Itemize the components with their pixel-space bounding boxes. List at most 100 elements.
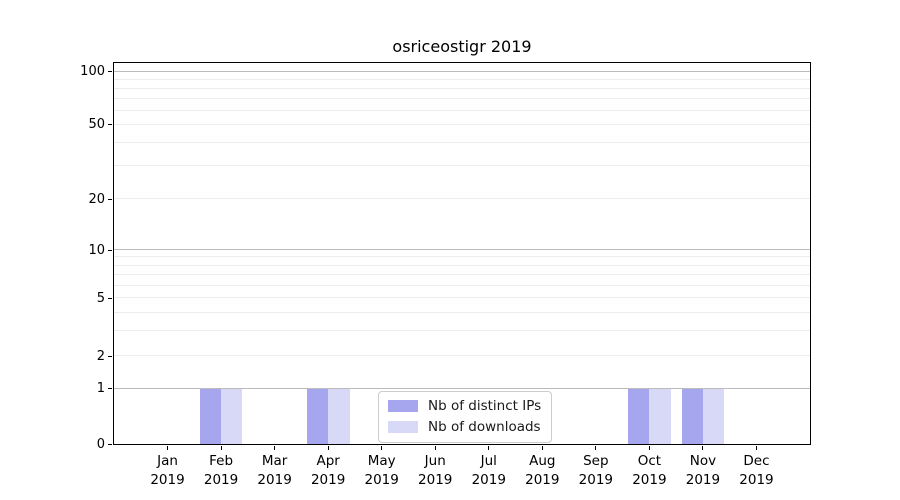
x-tick-month: Jul [480, 453, 497, 469]
x-tick-label: Jul 2019 [457, 452, 521, 490]
x-tick-label: Jun 2019 [403, 452, 467, 490]
legend: Nb of distinct IPs Nb of downloads [378, 391, 553, 443]
y-tick-mark [108, 249, 112, 251]
y-tick-label: 20 [88, 191, 105, 207]
x-tick-mark [595, 446, 597, 450]
legend-row: Nb of distinct IPs [388, 398, 541, 414]
x-tick-label: Aug 2019 [510, 452, 574, 490]
y-tick-mark [108, 443, 112, 445]
y-tick-label: 5 [96, 290, 105, 306]
gridline-y-10 [114, 249, 810, 251]
gridline-y-80 [114, 87, 810, 89]
gridline-y-20 [114, 198, 810, 200]
legend-label: Nb of distinct IPs [428, 398, 542, 414]
x-tick-month: Apr [316, 453, 340, 469]
x-tick-month: Aug [529, 453, 556, 469]
bar-nb-of-distinct-ips-apr [306, 388, 329, 444]
y-tick-label: 50 [88, 117, 105, 133]
legend-swatch-distinct-ips [388, 400, 418, 412]
y-tick-mark [108, 297, 112, 299]
x-tick-year: 2019 [525, 472, 560, 488]
x-tick-year: 2019 [150, 472, 185, 488]
gridline-y-6 [114, 284, 810, 286]
x-tick-mark [755, 446, 757, 450]
x-tick-month: Oct [637, 453, 662, 469]
gridline-y-30 [114, 165, 810, 167]
x-tick-year: 2019 [685, 472, 721, 488]
x-tick-month: Jan [157, 453, 178, 469]
x-tick-label: Mar 2019 [243, 452, 307, 490]
x-tick-label: Oct 2019 [617, 452, 681, 490]
gridline-y-40 [114, 141, 810, 143]
bar-nb-of-distinct-ips-nov [681, 388, 703, 444]
x-tick-month: Dec [743, 453, 770, 469]
x-tick-mark [381, 446, 383, 450]
x-tick-year: 2019 [578, 472, 614, 488]
bar-nb-of-downloads-apr [328, 388, 350, 444]
bar-nb-of-downloads-oct [649, 388, 671, 444]
x-tick-month: Nov [689, 453, 717, 469]
y-tick-mark [108, 388, 112, 390]
y-tick-label: 0 [96, 436, 105, 452]
x-tick-year: 2019 [364, 472, 399, 488]
legend-label: Nb of downloads [428, 419, 541, 435]
x-tick-mark [702, 446, 704, 450]
x-tick-month: Feb [209, 453, 234, 469]
x-tick-label: Dec 2019 [724, 452, 788, 490]
gridline-y-8 [114, 264, 810, 266]
x-tick-year: 2019 [310, 472, 346, 488]
x-tick-label: Sep 2019 [564, 452, 628, 490]
y-tick-label: 2 [96, 348, 105, 364]
gridline-y-100 [114, 70, 810, 72]
plot-area: 0 1 2 5 10 20 50 100 Jan 2019 Feb 2019 Mar 2019 Apr 20… [80, 62, 811, 488]
x-tick-mark [541, 446, 543, 450]
x-tick-year: 2019 [632, 472, 667, 488]
gridline-y-70 [114, 98, 810, 100]
x-tick-year: 2019 [418, 472, 453, 488]
gridline-y-50 [114, 123, 810, 125]
x-tick-mark [274, 446, 276, 450]
gridline-y-3 [114, 329, 810, 331]
x-tick-mark [488, 446, 490, 450]
y-tick-mark [108, 355, 112, 357]
x-tick-label: May 2019 [350, 452, 414, 490]
x-tick-month: Sep [583, 453, 609, 469]
y-tick-label: 1 [96, 381, 105, 397]
x-tick-mark [327, 446, 329, 450]
y-tick-mark [108, 124, 112, 126]
gridline-y-5 [114, 297, 810, 299]
bar-nb-of-downloads-feb [221, 388, 243, 444]
x-tick-month: May [367, 453, 396, 469]
chart-title: osriceostigr 2019 [392, 37, 532, 56]
x-tick-mark [434, 446, 436, 450]
x-tick-mark [648, 446, 650, 450]
x-tick-month: Jun [424, 453, 446, 469]
gridline-y-1 [114, 387, 810, 389]
y-tick-label: 100 [80, 64, 105, 80]
gridline-y-7 [114, 273, 810, 275]
gridline-y-2 [114, 355, 810, 357]
x-tick-month: Mar [261, 453, 288, 469]
x-tick-mark [167, 446, 169, 450]
y-tick-label: 10 [88, 242, 105, 258]
x-tick-year: 2019 [471, 472, 506, 488]
x-tick-year: 2019 [203, 472, 239, 488]
x-tick-label: Apr 2019 [296, 452, 360, 490]
bar-nb-of-distinct-ips-feb [199, 388, 222, 444]
x-tick-label: Jan 2019 [136, 452, 200, 490]
legend-row: Nb of downloads [388, 419, 541, 435]
gridline-y-90 [114, 78, 810, 80]
bar-nb-of-distinct-ips-oct [627, 388, 650, 444]
y-tick-mark [108, 71, 112, 73]
gridline-y-60 [114, 109, 810, 111]
gridline-y-4 [114, 311, 810, 313]
x-tick-label: Feb 2019 [189, 452, 253, 490]
x-tick-mark [220, 446, 222, 450]
bar-nb-of-downloads-nov [702, 388, 725, 444]
gridline-y-9 [114, 256, 810, 258]
legend-swatch-downloads [388, 421, 418, 433]
y-tick-mark [108, 198, 112, 200]
x-tick-label: Nov 2019 [671, 452, 735, 490]
x-tick-year: 2019 [739, 472, 774, 488]
